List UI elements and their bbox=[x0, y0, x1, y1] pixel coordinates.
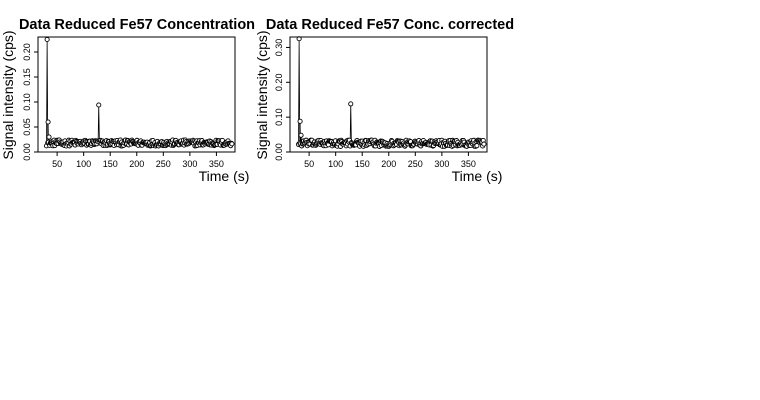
data-point bbox=[474, 143, 480, 149]
x-tick-label: 250 bbox=[156, 159, 171, 169]
y-tick-label: 0.20 bbox=[274, 74, 284, 92]
data-points bbox=[43, 36, 235, 149]
x-tick-label: 100 bbox=[76, 159, 91, 169]
data-point bbox=[481, 141, 487, 147]
data-point bbox=[229, 141, 235, 147]
x-tick-label: 300 bbox=[434, 159, 449, 169]
y-tick-label: 0.15 bbox=[22, 68, 32, 86]
data-point bbox=[45, 119, 51, 125]
x-tick-label: 150 bbox=[103, 159, 118, 169]
data-point bbox=[298, 132, 304, 138]
x-axis-title: Time (s) bbox=[199, 168, 250, 184]
x-tick-label: 100 bbox=[328, 159, 343, 169]
chart-panel-2: Data Reduced Fe57 Conc. corrected Signal… bbox=[254, 17, 514, 184]
x-tick-label: 50 bbox=[52, 159, 62, 169]
data-points bbox=[295, 36, 487, 149]
chart-panel-1: Data Reduced Fe57 Concentration Signal i… bbox=[0, 17, 255, 184]
plot-frame bbox=[289, 36, 488, 153]
x-tick-label: 250 bbox=[408, 159, 423, 169]
data-point bbox=[297, 118, 303, 124]
chart-title: Data Reduced Fe57 Concentration bbox=[19, 17, 255, 33]
y-axis-title: Signal intensity (cps) bbox=[254, 30, 270, 159]
chart-title: Data Reduced Fe57 Conc. corrected bbox=[266, 17, 514, 33]
x-tick-label: 300 bbox=[182, 159, 197, 169]
data-point bbox=[96, 102, 102, 108]
x-tick-label: 350 bbox=[461, 159, 476, 169]
series-line bbox=[298, 38, 485, 148]
x-tick-label: 350 bbox=[209, 159, 224, 169]
x-tick-label: 50 bbox=[304, 159, 314, 169]
data-point bbox=[46, 134, 52, 140]
y-axis-title: Signal intensity (cps) bbox=[0, 30, 16, 159]
y-tick-label: 0.10 bbox=[22, 93, 32, 111]
plot-frame bbox=[37, 36, 236, 153]
data-point bbox=[44, 36, 50, 43]
y-tick-label: 0.30 bbox=[274, 39, 284, 57]
x-tick-label: 200 bbox=[129, 159, 144, 169]
y-tick-label: 0.05 bbox=[22, 118, 32, 136]
y-tick-label: 0.20 bbox=[22, 43, 32, 61]
y-tick-label: 0.10 bbox=[274, 108, 284, 126]
axis-ticks: 50 100 150 200 250 300 350 0.00 0.05 0.10 0.15 0.20 bbox=[22, 43, 224, 169]
data-point bbox=[348, 101, 354, 107]
x-axis-title: Time (s) bbox=[452, 168, 503, 184]
y-tick-label: 0.00 bbox=[22, 143, 32, 161]
x-tick-label: 200 bbox=[381, 159, 396, 169]
series-line bbox=[46, 39, 233, 148]
y-tick-label: 0.00 bbox=[274, 143, 284, 161]
axis-ticks: 50 100 150 200 250 300 350 0.00 0.10 0.20 0.30 bbox=[274, 39, 476, 169]
x-tick-label: 150 bbox=[355, 159, 370, 169]
